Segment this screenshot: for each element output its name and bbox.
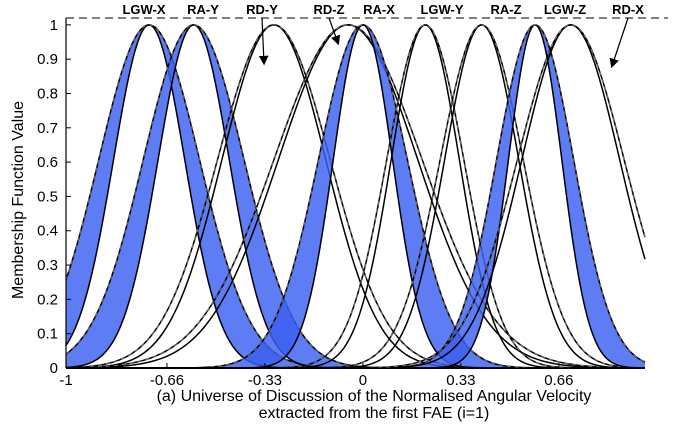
- label-ra-x: RA-X: [363, 2, 395, 17]
- series-labels: LGW-X RA-Y RD-Y RD-Z RA-X LGW-Y RA-Z LGW-Z RD-X: [122, 2, 644, 69]
- lower-curve-ra-x: [66, 24, 645, 369]
- label-ra-y: RA-Y: [187, 2, 219, 17]
- x-axis-title-line-1: (a) Universe of Discussion of the Normal…: [157, 388, 592, 405]
- label-lgw-z: LGW-Z: [544, 2, 586, 17]
- upper-curve-rd-z: [65, 24, 646, 369]
- label-ra-z: RA-Z: [490, 2, 521, 17]
- y-tick-label: 0.1: [37, 326, 58, 343]
- label-rd-x: RD-X: [612, 2, 644, 17]
- upper-curve-ra-y: [65, 24, 645, 369]
- upper-curve-dash-ra-y: [65, 24, 645, 369]
- upper-curve-dash-ra-x: [66, 24, 645, 369]
- x-tick-label: -0.66: [150, 372, 184, 389]
- lower-curve-rd-y: [65, 24, 645, 369]
- upper-curve-dash-rd-z: [65, 24, 646, 369]
- pointer-rd-z: [328, 17, 341, 46]
- label-rd-y: RD-Y: [246, 2, 278, 17]
- x-tick-label: 0.33: [446, 372, 475, 389]
- label-lgw-x: LGW-X: [122, 2, 165, 17]
- y-tick-label: 0.4: [37, 223, 58, 240]
- upper-curve-ra-x: [66, 24, 645, 369]
- x-axis-ticks: -1 -0.66 -0.33 0 0.33 0.66: [59, 363, 573, 389]
- axes: [65, 17, 668, 369]
- label-lgw-y: LGW-Y: [420, 2, 463, 17]
- y-axis-ticks: 0 0.1 0.2 0.3 0.4 0.5 0.6 0.7 0.8 0.9 1: [37, 17, 71, 377]
- y-tick-label: 0.3: [37, 257, 58, 274]
- x-tick-label: 0: [359, 372, 367, 389]
- plot-area: [65, 24, 646, 369]
- lower-curve-ra-y: [65, 24, 645, 369]
- lower-curve-rd-z: [65, 24, 646, 369]
- y-tick-label: 0.5: [37, 188, 58, 205]
- y-tick-label: 0.6: [37, 154, 58, 171]
- upper-curve-rd-x: [66, 24, 646, 369]
- upper-curve-dash-ra-z: [66, 24, 646, 369]
- label-rd-z: RD-Z: [313, 2, 344, 17]
- upper-curve-dash-lgw-x: [65, 24, 645, 369]
- pointer-rd-y: [258, 17, 269, 66]
- x-axis-title-line-2: extracted from the first FAE (i=1): [259, 405, 490, 422]
- upper-curve-rd-y: [65, 24, 645, 369]
- y-tick-label: 0.7: [37, 120, 58, 137]
- y-tick-label: 0.2: [37, 291, 58, 308]
- band-lgw-x: [66, 24, 645, 369]
- upper-curve-dash-lgw-y: [66, 24, 645, 369]
- band-ra-x: [66, 24, 645, 368]
- y-tick-label: 0.8: [37, 85, 58, 102]
- lower-curve-ra-z: [66, 24, 646, 369]
- y-tick-label: 1: [50, 17, 58, 34]
- pointer-rd-x: [609, 17, 629, 69]
- upper-curve-dash-rd-x: [66, 24, 646, 369]
- y-axis-title: Membership Function Value: [10, 101, 27, 299]
- x-tick-label: -0.33: [248, 372, 282, 389]
- lower-curve-lgw-x: [65, 24, 645, 369]
- upper-curve-lgw-z: [66, 24, 646, 369]
- upper-curve-dash-rd-y: [65, 24, 645, 369]
- upper-curve-lgw-x: [65, 24, 645, 369]
- x-tick-label: 0.66: [544, 372, 573, 389]
- upper-curve-ra-z: [66, 24, 646, 369]
- lower-curve-rd-x: [66, 24, 646, 369]
- y-tick-label: 0: [50, 360, 58, 377]
- upper-curve-dash-lgw-z: [66, 24, 646, 369]
- band-lgw-z: [66, 24, 645, 369]
- upper-curve-lgw-y: [66, 24, 645, 369]
- band-ra-y: [66, 24, 645, 369]
- y-tick-label: 0.9: [37, 51, 58, 68]
- lower-curve-lgw-y: [66, 24, 645, 369]
- x-tick-label: -1: [59, 372, 72, 389]
- lower-curve-lgw-z: [66, 24, 646, 369]
